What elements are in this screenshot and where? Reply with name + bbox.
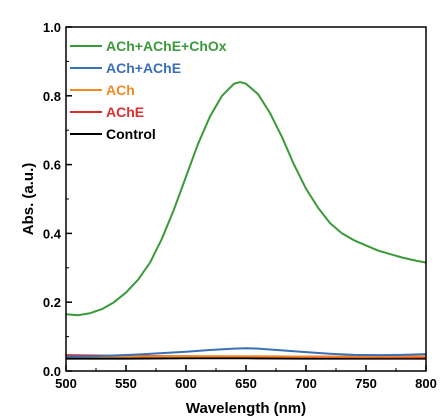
- legend-label-0: ACh+AChE+ChOx: [106, 38, 227, 54]
- legend-label-4: Control: [106, 126, 156, 142]
- legend-label-3: AChE: [106, 104, 144, 120]
- x-axis-title: Wavelength (nm): [186, 400, 306, 417]
- y-axis-title: Abs. (a.u.): [20, 163, 37, 236]
- y-tick-label-0: 0.0: [43, 364, 61, 379]
- x-tick-label-3: 650: [235, 376, 257, 391]
- legend-label-1: ACh+AChE: [106, 60, 181, 76]
- legend: ACh+AChE+ChOx ACh+AChE ACh AChE Control: [70, 38, 227, 142]
- y-tick-label-1: 0.2: [43, 295, 61, 310]
- legend-label-2: ACh: [106, 82, 135, 98]
- x-tick-label-6: 800: [415, 376, 437, 391]
- series-line-1: [65, 347, 427, 358]
- x-tick-label-5: 750: [355, 376, 377, 391]
- x-tick-label-0: 500: [55, 376, 77, 391]
- axis-ticks: 500 550 600 650 700 750 800 0.0 0.2 0.4 0.6 0.8 1.0: [43, 20, 437, 391]
- y-tick-label-5: 1.0: [43, 20, 61, 35]
- x-tick-label-2: 600: [175, 376, 197, 391]
- y-tick-label-4: 0.8: [43, 89, 61, 104]
- x-tick-label-4: 700: [295, 376, 317, 391]
- series-lines: [65, 81, 427, 360]
- series-line-0: [65, 81, 427, 317]
- plot-frame: [65, 26, 427, 372]
- y-tick-label-2: 0.4: [43, 226, 62, 241]
- y-tick-label-3: 0.6: [43, 158, 61, 173]
- x-tick-label-1: 550: [115, 376, 137, 391]
